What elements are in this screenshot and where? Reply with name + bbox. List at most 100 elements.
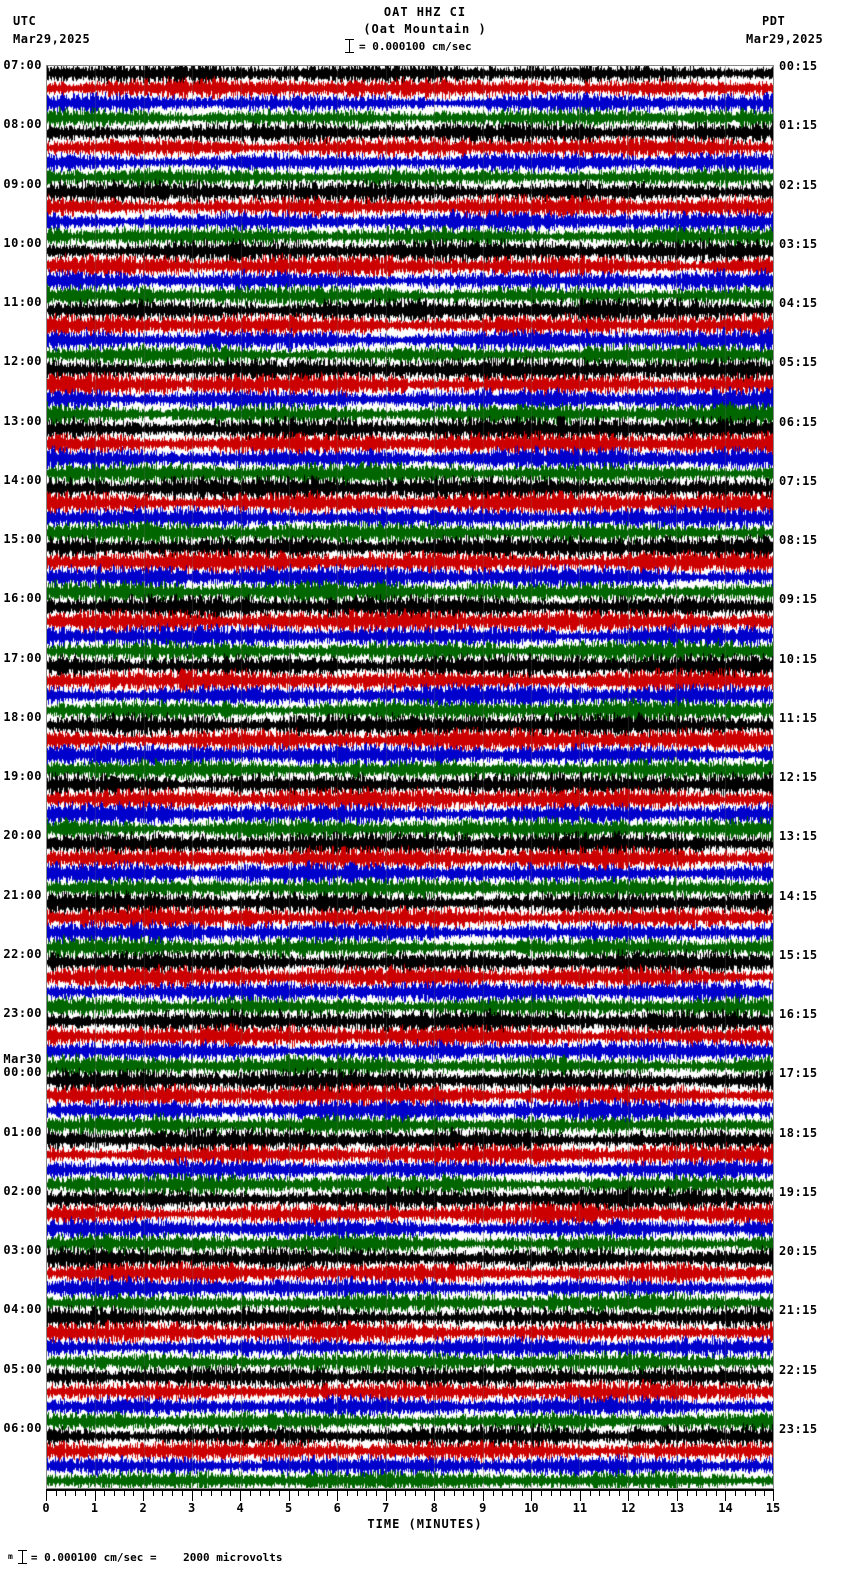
utc-hour-label: 04:00 <box>3 1303 42 1316</box>
pdt-hour-label: 04:15 <box>779 296 818 310</box>
x-tick-minor <box>667 1489 669 1496</box>
footer-scale-note: m = 0.000100 cm/sec = 2000 microvolts <box>8 1550 283 1564</box>
header-pdt-timezone-label: PDT <box>762 14 786 28</box>
utc-hour-label: 13:00 <box>3 413 42 428</box>
scale-reference: = 0.000100 cm/sec <box>345 39 472 53</box>
x-tick-label: 3 <box>187 1501 196 1515</box>
pdt-hour-label: 10:15 <box>779 651 818 666</box>
x-tick-major <box>385 1489 387 1501</box>
x-tick-minor <box>181 1489 183 1496</box>
x-tick-label: 12 <box>621 1501 636 1515</box>
utc-hour-text: 10:00 <box>3 235 42 250</box>
utc-hour-text: 03:00 <box>3 1243 42 1257</box>
utc-hour-text: 05:00 <box>3 1361 42 1376</box>
x-tick-minor <box>259 1489 261 1496</box>
x-tick-minor <box>502 1489 504 1496</box>
pdt-hour-label: 17:15 <box>779 1066 818 1081</box>
pdt-hour-label: 16:15 <box>779 1007 818 1021</box>
utc-hour-text: 11:00 <box>3 295 42 309</box>
utc-hour-label: 20:00 <box>3 829 42 842</box>
pdt-hour-label: 06:15 <box>779 414 818 429</box>
header-pdt-date: Mar29,2025 <box>746 32 824 46</box>
x-tick-minor <box>686 1489 688 1496</box>
utc-hour-text: 21:00 <box>3 887 42 902</box>
station-name-subtitle: (Oat Mountain ) <box>363 22 487 36</box>
utc-hour-label: 08:00 <box>3 118 42 131</box>
x-tick-minor <box>55 1489 57 1496</box>
x-tick-minor <box>123 1489 125 1496</box>
x-tick-minor <box>453 1489 455 1496</box>
utc-hour-text: 13:00 <box>3 413 42 428</box>
x-tick-minor <box>308 1489 310 1496</box>
x-tick-minor <box>75 1489 77 1496</box>
utc-hour-label: 06:00 <box>3 1420 42 1435</box>
x-tick-minor <box>599 1489 601 1496</box>
x-tick-minor <box>230 1489 232 1496</box>
pdt-hour-label: 12:15 <box>779 770 818 784</box>
x-tick-minor <box>220 1489 222 1496</box>
x-tick-label: 15 <box>765 1501 781 1515</box>
x-tick-minor <box>715 1489 717 1496</box>
x-tick-major <box>725 1489 727 1501</box>
pdt-hour-label: 18:15 <box>779 1125 818 1140</box>
utc-hour-text: 22:00 <box>3 946 42 961</box>
utc-hour-text: 04:00 <box>3 1302 42 1317</box>
utc-hour-label: 05:00 <box>3 1361 42 1376</box>
x-tick-minor <box>560 1489 562 1496</box>
utc-hour-text: 20:00 <box>3 828 42 843</box>
x-tick-minor <box>366 1489 368 1496</box>
utc-hour-text: 23:00 <box>3 1006 42 1020</box>
x-tick-major <box>482 1489 484 1501</box>
utc-hour-label: 19:00 <box>3 770 42 783</box>
x-tick-minor <box>395 1489 397 1496</box>
utc-hour-text: 14:00 <box>3 472 42 487</box>
x-tick-minor <box>414 1489 416 1496</box>
utc-hour-text: 01:00 <box>3 1124 42 1139</box>
x-tick-minor <box>511 1489 513 1496</box>
x-tick-major <box>531 1489 533 1501</box>
pdt-hour-label: 14:15 <box>779 888 818 903</box>
x-tick-minor <box>657 1489 659 1496</box>
utc-hour-label: 03:00 <box>3 1244 42 1257</box>
x-tick-minor <box>133 1489 135 1496</box>
utc-hour-text: 06:00 <box>3 1420 42 1435</box>
x-tick-label: 4 <box>236 1501 244 1515</box>
x-tick-minor <box>405 1489 407 1496</box>
x-tick-label: 10 <box>524 1501 539 1515</box>
pdt-hour-label: 05:15 <box>779 355 818 370</box>
footer-scale-text: = 0.000100 cm/sec = 2000 microvolts <box>30 1550 283 1564</box>
utc-hour-text: 02:00 <box>3 1183 42 1198</box>
x-tick-label: 7 <box>382 1501 390 1515</box>
x-tick-minor <box>463 1489 465 1496</box>
x-tick-major <box>240 1489 242 1501</box>
helicorder-plot-area[interactable] <box>46 65 774 1489</box>
utc-hour-label: 10:00 <box>3 235 42 250</box>
x-tick-minor <box>706 1489 708 1496</box>
x-tick-minor <box>647 1489 649 1496</box>
x-tick-label: 9 <box>479 1501 487 1515</box>
utc-hour-text: 15:00 <box>3 532 42 546</box>
x-tick-minor <box>201 1489 203 1496</box>
utc-hour-label: 16:00 <box>3 592 42 605</box>
x-tick-minor <box>376 1489 378 1496</box>
x-tick-label: 14 <box>718 1501 733 1515</box>
x-tick-label: 2 <box>139 1501 147 1515</box>
utc-hour-label: 11:00 <box>3 296 42 309</box>
x-tick-major <box>94 1489 96 1501</box>
x-tick-minor <box>317 1489 319 1496</box>
scale-reference-text: = 0.000100 cm/sec <box>359 39 472 53</box>
utc-hour-text: 09:00 <box>3 176 42 191</box>
x-tick-major <box>676 1489 678 1501</box>
utc-hour-text: 16:00 <box>3 591 42 606</box>
x-tick-label: 6 <box>333 1501 341 1515</box>
pdt-hour-label: 23:15 <box>779 1421 818 1436</box>
x-tick-label: 8 <box>430 1501 438 1515</box>
pdt-hour-label: 03:15 <box>779 236 818 251</box>
x-tick-minor <box>84 1489 86 1496</box>
x-tick-minor <box>570 1489 572 1496</box>
pdt-hour-label: 02:15 <box>779 177 818 192</box>
utc-hour-label: 18:00 <box>3 710 42 724</box>
station-code-title: OAT HHZ CI <box>383 5 467 19</box>
utc-day-tag: Mar30 <box>3 1052 42 1067</box>
pdt-hour-label: 21:15 <box>779 1303 818 1318</box>
